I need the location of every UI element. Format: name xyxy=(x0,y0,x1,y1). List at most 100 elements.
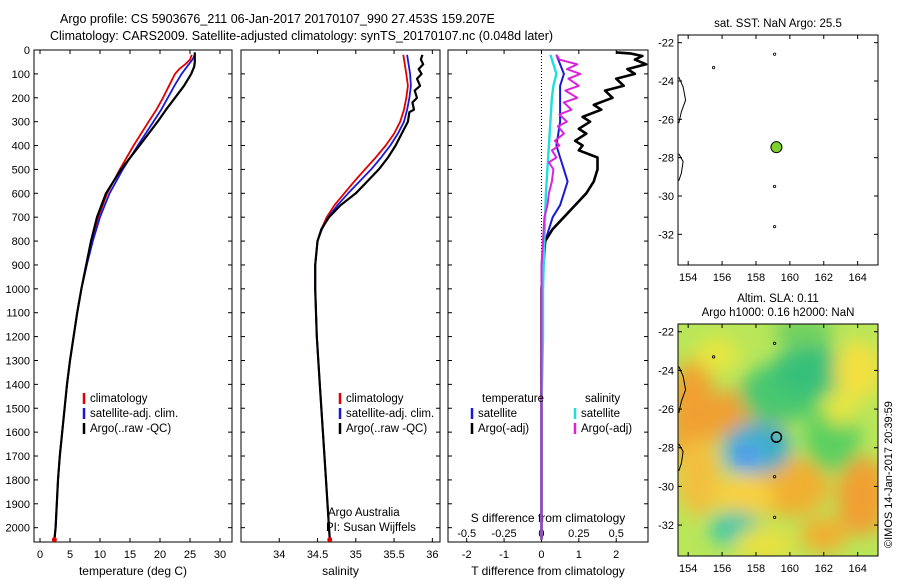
y-tick-label: 1100 xyxy=(6,308,30,320)
heatmap-blob xyxy=(833,340,878,401)
map-title: Altim. SLA: 0.11 xyxy=(737,293,819,305)
x-tick-label: 162 xyxy=(815,272,833,284)
island-marker xyxy=(773,475,777,479)
figure-title-line2: Climatology: CARS2009. Satellite-adjuste… xyxy=(50,29,554,43)
annotation-line: PI: Susan Wijffels xyxy=(326,522,416,534)
y-tick-label: -32 xyxy=(658,229,674,241)
y-tick-label: 500 xyxy=(12,164,30,176)
y-tick-label: -22 xyxy=(658,38,674,50)
copyright-label: ©IMOS 14-Jan-2017 20:39:59 xyxy=(883,401,895,548)
y-tick-label: 200 xyxy=(12,93,30,105)
x-tick-label: 154 xyxy=(679,272,697,284)
s-tick-label: 0.25 xyxy=(568,528,589,540)
y-tick-label: -32 xyxy=(658,520,674,532)
plot-frame xyxy=(447,49,649,543)
x-tick-label: 36 xyxy=(426,549,438,561)
heatmap-blob xyxy=(734,526,795,556)
heatmap-blob xyxy=(836,456,878,537)
y-tick-label: 1500 xyxy=(6,403,30,415)
sst-map-panel: sat. SST: NaN Argo: 25.5 154 156 158 160 162 1… xyxy=(658,18,879,284)
x-axis-label: T difference from climatology xyxy=(471,564,625,578)
y-tick-label: 1700 xyxy=(6,451,30,463)
y-tick-label: 0 xyxy=(24,45,30,57)
x-tick-label: 158 xyxy=(747,272,765,284)
y-tick-label: 1600 xyxy=(6,427,30,439)
y-tick-label: -24 xyxy=(658,365,674,377)
y-tick-label: -26 xyxy=(658,404,674,416)
map-frame xyxy=(677,34,879,266)
y-tick-label: 2000 xyxy=(6,523,30,535)
y-tick-label: -28 xyxy=(658,153,674,165)
heatmap-blobs xyxy=(678,324,878,556)
x-tick-label: -2 xyxy=(462,549,472,561)
y-tick-label: 700 xyxy=(12,212,30,224)
x-tick-label: 34.5 xyxy=(307,549,328,561)
island-marker xyxy=(773,225,777,229)
y-tick-label: -24 xyxy=(658,76,674,88)
y-tick-label: 400 xyxy=(12,141,30,153)
x-tick-label: 34 xyxy=(273,549,285,561)
salinity-panel: 34 34.5 35 35.5 36 salinity climatology satelli… xyxy=(240,49,441,578)
plot-frame xyxy=(240,49,441,543)
heatmap-blob xyxy=(772,344,849,397)
x-tick-label: 156 xyxy=(713,272,731,284)
s-tick-label: 0.5 xyxy=(609,528,624,540)
heatmap-blob xyxy=(737,448,754,463)
y-tick-label: -30 xyxy=(658,191,674,203)
x-tick-label: 0 xyxy=(37,549,43,561)
heatmap-blob xyxy=(824,393,857,426)
island-marker xyxy=(773,52,777,56)
coastline xyxy=(678,76,687,124)
x-tick-label: 160 xyxy=(781,272,799,284)
x-tick-label: 162 xyxy=(815,563,833,575)
temperature-panel: 0100200300400500600700800900100011001200… xyxy=(6,45,233,578)
legend-label: satellite-adj. clim. xyxy=(346,408,434,420)
series-line-1 xyxy=(540,51,648,540)
x-tick-label: 158 xyxy=(747,563,765,575)
x-tick-label: 10 xyxy=(94,549,106,561)
y-tick-label: 800 xyxy=(12,236,30,248)
deepest-point-marker xyxy=(51,537,57,543)
plot-frame xyxy=(33,49,233,543)
x-tick-label: 15 xyxy=(124,549,136,561)
figure-title-line1: Argo profile: CS 5903676_211 06-Jan-2017… xyxy=(60,12,495,26)
legend-label: Argo(-adj) xyxy=(581,423,632,435)
x-axis-label: salinity xyxy=(322,564,359,578)
series-line-1 xyxy=(53,54,196,540)
island-marker xyxy=(773,184,777,189)
float-position-marker xyxy=(770,141,783,154)
legend-label: climatology xyxy=(346,393,404,405)
s-tick-label: -0.25 xyxy=(492,528,517,540)
x-tick-label: 5 xyxy=(67,549,73,561)
series-line-0 xyxy=(314,54,409,540)
heatmap-blob xyxy=(714,474,775,519)
x-tick-label: 0 xyxy=(538,549,544,561)
heatmap-blob xyxy=(773,324,834,348)
legend-header: temperature xyxy=(482,393,544,405)
island-marker xyxy=(711,65,716,70)
map-title: sat. SST: NaN Argo: 25.5 xyxy=(714,18,842,30)
legend-label: Argo(-adj) xyxy=(478,423,529,435)
y-tick-label: -30 xyxy=(658,481,674,493)
y-tick-label: 1800 xyxy=(6,475,30,487)
deepest-point-marker xyxy=(327,537,333,543)
difference-panel: -2 -1 0 1 2 T difference from climatology -0.5… xyxy=(447,49,649,578)
heatmap-blob xyxy=(678,436,721,517)
y-tick-label: 1200 xyxy=(6,332,30,344)
series-line-3 xyxy=(540,54,582,540)
legend-label: Argo(..raw -QC) xyxy=(346,423,427,435)
y-tick-label: 300 xyxy=(12,117,30,129)
legend-label: satellite xyxy=(478,408,517,420)
legend-header: salinity xyxy=(585,393,620,405)
y-tick-label: 900 xyxy=(12,260,30,272)
island-marker xyxy=(773,341,777,345)
x-axis-label: temperature (deg C) xyxy=(79,564,187,578)
legend-label: climatology xyxy=(90,393,148,405)
map-title: Argo h1000: 0.16 h2000: NaN xyxy=(702,307,855,319)
series-line-2 xyxy=(540,54,558,540)
sla-map-panel: Altim. SLA: 0.11 Argo h1000: 0.16 h2000: … xyxy=(658,293,879,575)
y-tick-label: 1300 xyxy=(6,355,30,367)
y-tick-label: -26 xyxy=(658,114,674,126)
heatmap-field xyxy=(678,324,878,556)
island-marker xyxy=(773,515,777,519)
